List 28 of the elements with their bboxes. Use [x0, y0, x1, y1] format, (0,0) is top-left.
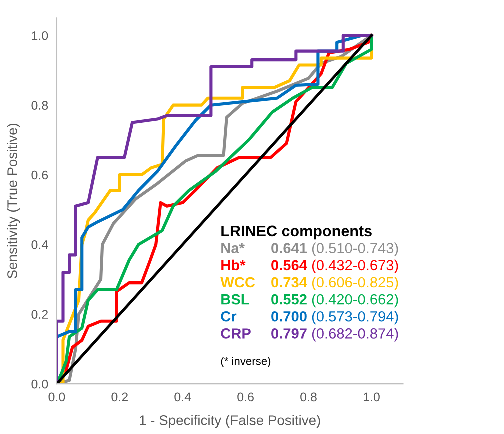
x-tick-label: 0.6 — [238, 392, 254, 402]
annotation: 0.700 (0.573-0.794) — [272, 311, 398, 325]
x-tick-label: 0.2 — [112, 392, 128, 402]
annotation: 0.552 (0.420-0.662) — [272, 294, 398, 308]
x-tick-label: 0.8 — [300, 392, 317, 402]
text: BSL — [222, 294, 250, 305]
annotation: 0.564 (0.432-0.673) — [272, 260, 398, 274]
y-tick-label: 0.6 — [32, 170, 48, 180]
y-tick-label: 0.2 — [32, 310, 48, 320]
text: Cr — [221, 311, 237, 322]
annotation: 0.734 (0.606-0.825) — [272, 276, 398, 291]
text: CRP — [221, 328, 251, 339]
text: Hb* — [222, 260, 246, 271]
x-tick-label: 1.0 — [364, 392, 380, 402]
legend-title: LRINEC components — [222, 226, 372, 240]
x-tick-label: 0.4 — [174, 392, 192, 402]
y-axis-title: Sensitivity (True Positive) — [7, 124, 20, 279]
text: Na* — [222, 243, 245, 254]
y-tick-label: 0.8 — [32, 101, 48, 110]
annotation: 0.641 (0.510-0.743) — [272, 242, 398, 256]
annotation: 0.797 (0.682-0.874) — [272, 328, 398, 342]
x-tick-label: 0.0 — [48, 392, 66, 402]
y-tick-label: 0.4 — [32, 240, 48, 250]
y-tick-label: 0.0 — [32, 380, 48, 389]
y-tick-label: 1.0 — [32, 31, 48, 40]
text: WCC — [220, 277, 256, 288]
annotation: (* inverse) — [221, 357, 271, 368]
x-axis-title: 1 - Specificity (False Positive) — [140, 415, 320, 428]
